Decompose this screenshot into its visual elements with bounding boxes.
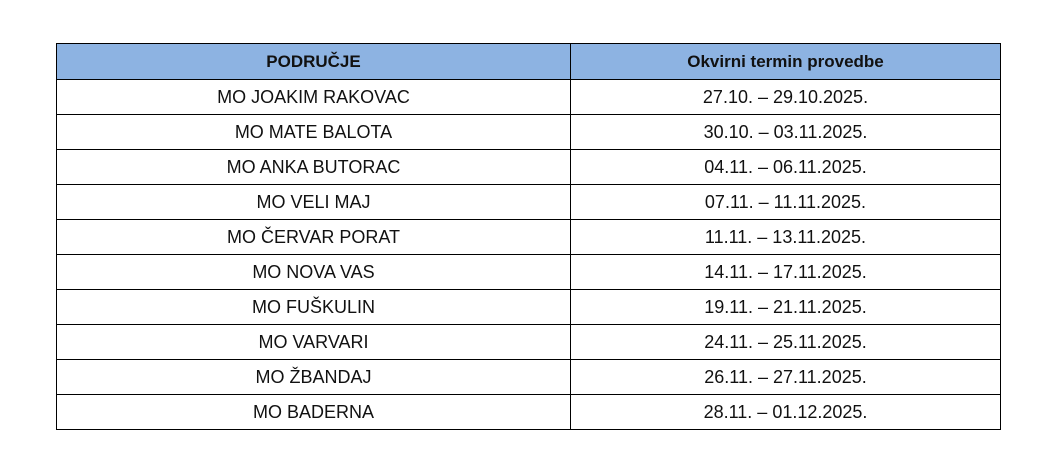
term-cell: 19.11. – 21.11.2025. — [570, 289, 1001, 325]
area-cell: MO VELI MAJ — [56, 184, 571, 220]
table-row: MO FUŠKULIN 19.11. – 21.11.2025. — [56, 289, 1001, 325]
term-cell: 30.10. – 03.11.2025. — [570, 114, 1001, 150]
table-row: MO JOAKIM RAKOVAC 27.10. – 29.10.2025. — [56, 79, 1001, 115]
area-cell: MO VARVARI — [56, 324, 571, 360]
term-cell: 27.10. – 29.10.2025. — [570, 79, 1001, 115]
term-cell: 26.11. – 27.11.2025. — [570, 359, 1001, 395]
table-row: MO ANKA BUTORAC 04.11. – 06.11.2025. — [56, 149, 1001, 185]
term-cell: 11.11. – 13.11.2025. — [570, 219, 1001, 255]
table-row: MO VELI MAJ 07.11. – 11.11.2025. — [56, 184, 1001, 220]
term-cell: 28.11. – 01.12.2025. — [570, 394, 1001, 430]
area-cell: MO NOVA VAS — [56, 254, 571, 290]
term-cell: 24.11. – 25.11.2025. — [570, 324, 1001, 360]
area-cell: MO JOAKIM RAKOVAC — [56, 79, 571, 115]
area-cell: MO ŽBANDAJ — [56, 359, 571, 395]
term-cell: 14.11. – 17.11.2025. — [570, 254, 1001, 290]
term-cell: 07.11. – 11.11.2025. — [570, 184, 1001, 220]
area-cell: MO FUŠKULIN — [56, 289, 571, 325]
table-row: MO BADERNA 28.11. – 01.12.2025. — [56, 394, 1001, 430]
area-cell: MO BADERNA — [56, 394, 571, 430]
header-row: PODRUČJE Okvirni termin provedbe — [56, 43, 1001, 80]
header-area: PODRUČJE — [56, 43, 571, 80]
header-term: Okvirni termin provedbe — [570, 43, 1001, 80]
schedule-table: PODRUČJE Okvirni termin provedbe MO JOAK… — [56, 43, 1001, 430]
area-cell: MO ČERVAR PORAT — [56, 219, 571, 255]
area-cell: MO MATE BALOTA — [56, 114, 571, 150]
term-cell: 04.11. – 06.11.2025. — [570, 149, 1001, 185]
table-row: MO NOVA VAS 14.11. – 17.11.2025. — [56, 254, 1001, 290]
area-cell: MO ANKA BUTORAC — [56, 149, 571, 185]
table-row: MO ČERVAR PORAT 11.11. – 13.11.2025. — [56, 219, 1001, 255]
table-row: MO MATE BALOTA 30.10. – 03.11.2025. — [56, 114, 1001, 150]
table-row: MO VARVARI 24.11. – 25.11.2025. — [56, 324, 1001, 360]
table-row: MO ŽBANDAJ 26.11. – 27.11.2025. — [56, 359, 1001, 395]
